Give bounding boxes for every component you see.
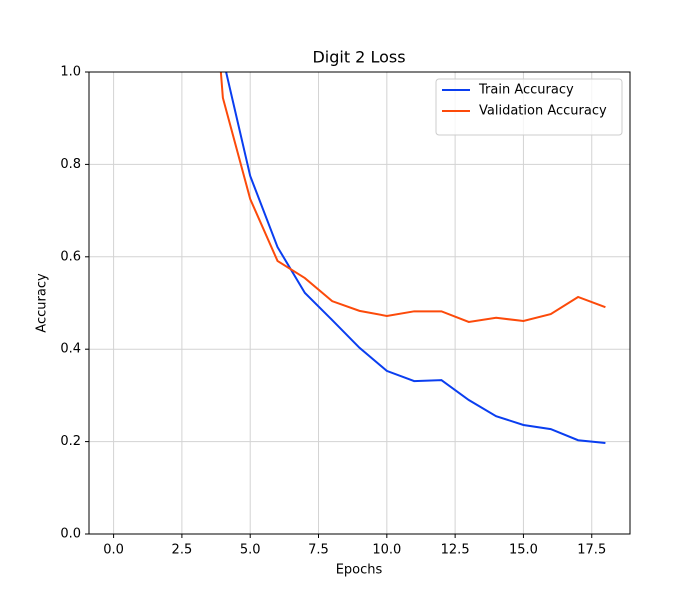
axes-frame xyxy=(88,71,631,535)
x-tick-label: 10.0 xyxy=(372,543,401,558)
y-tick-label: 1.0 xyxy=(60,65,81,80)
data-line xyxy=(219,72,606,323)
y-tick-label: 0.8 xyxy=(60,157,81,172)
x-tick-label: 5.0 xyxy=(240,543,261,558)
x-axis-label: Epochs xyxy=(336,563,383,578)
y-tick-label: 0.0 xyxy=(60,527,81,542)
x-tick-label: 12.5 xyxy=(441,543,470,558)
legend-label: Train Accuracy xyxy=(478,83,574,98)
x-tick-label: 2.5 xyxy=(172,543,193,558)
ticks: 0.0 2.5 5.0 7.5 10.0 12.5 15.0 17.5 0.0 0.2 0.4 0.6… xyxy=(60,65,606,558)
y-tick-label: 0.4 xyxy=(60,342,81,357)
chart-title: Digit 2 Loss xyxy=(312,48,405,67)
legend-label: Validation Accuracy xyxy=(479,104,607,119)
plot-area xyxy=(219,72,606,444)
y-tick-label: 0.2 xyxy=(60,434,81,449)
y-axis-label: Accuracy xyxy=(35,273,50,333)
legend: Train Accuracy Validation Accuracy xyxy=(435,78,623,136)
x-tick-label: 17.5 xyxy=(577,543,606,558)
y-tick-label: 0.6 xyxy=(60,249,81,264)
x-tick-label: 0.0 xyxy=(103,543,124,558)
x-tick-label: 7.5 xyxy=(308,543,329,558)
data-line xyxy=(225,72,606,444)
x-tick-label: 15.0 xyxy=(509,543,538,558)
legend-box xyxy=(435,78,623,136)
